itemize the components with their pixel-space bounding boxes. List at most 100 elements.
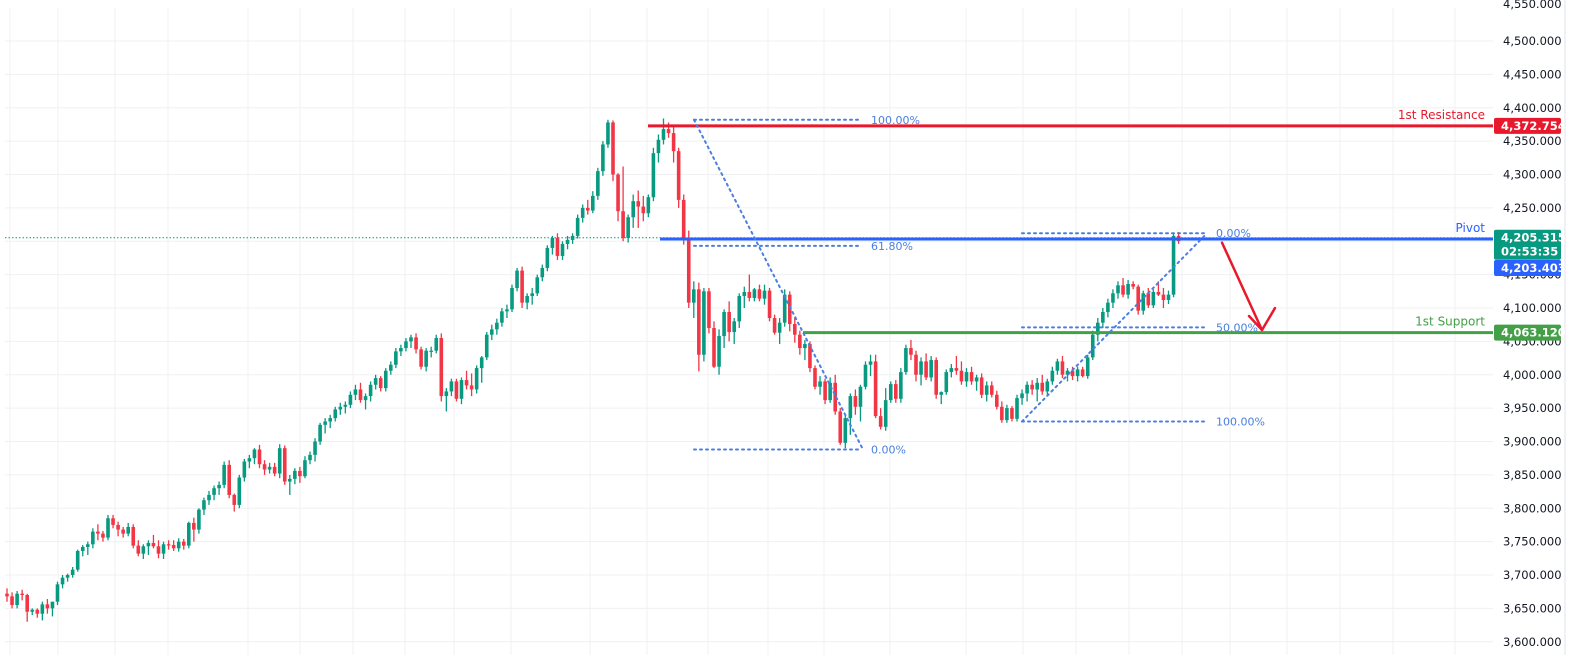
candle-up [596, 167, 600, 200]
candle-up [50, 601, 55, 617]
candle-down [25, 593, 29, 622]
candle-down [419, 346, 423, 370]
candle-down [853, 389, 858, 415]
candle-up [429, 346, 433, 358]
candle-up [222, 461, 226, 489]
candle-up [495, 318, 499, 335]
candle-up [368, 381, 373, 402]
candle-up [80, 544, 85, 557]
1st-support-price-tag: 4,063.120 [1494, 324, 1566, 341]
candle-up [267, 462, 272, 474]
candle-up [353, 384, 358, 401]
candle-down [131, 524, 136, 549]
price-axis-label: 3,650.000 [1503, 601, 1562, 615]
candle-down [909, 340, 913, 361]
candle-up [484, 332, 489, 361]
candle-up [30, 608, 35, 616]
candle-down [171, 540, 176, 551]
candle-down [272, 462, 277, 477]
candle-up [126, 522, 130, 537]
candle-up [545, 245, 550, 272]
fib-retracement-1[interactable]: 100.00% 61.80% 0.00% [693, 114, 920, 457]
candle-down [10, 592, 14, 609]
candle-down [227, 460, 231, 499]
candle-up [247, 454, 252, 469]
pivot-label: Pivot [1456, 221, 1486, 235]
grid-lines [5, 8, 1493, 655]
candle-up [626, 214, 630, 243]
candle-up [1116, 281, 1120, 299]
candle-down [636, 190, 641, 228]
fib-retracement-2[interactable]: 0.00% 50.00% 100.00% [1021, 227, 1265, 428]
candle-up [409, 334, 413, 349]
candle-up [75, 549, 80, 572]
candle-down [464, 370, 469, 390]
candle-down [298, 466, 302, 483]
candle-up [863, 361, 868, 390]
candle-up [505, 304, 509, 319]
candle-up [762, 284, 767, 305]
candle-down [676, 147, 681, 208]
down-arrow-icon[interactable] [1220, 241, 1264, 332]
candle-up [1050, 366, 1055, 385]
candle-up [964, 368, 969, 387]
fib-trend-line[interactable] [693, 118, 864, 451]
candle-down [1161, 287, 1166, 308]
horizontal-levels[interactable]: 1st Resistance Pivot 1st Support [5, 108, 1493, 335]
candle-up [1020, 389, 1024, 405]
candle-up [560, 241, 565, 260]
candle-down [793, 317, 797, 343]
candle-up [828, 377, 832, 403]
price-axis-label: 4,250.000 [1503, 201, 1562, 215]
candle-up [984, 381, 989, 402]
candle-up [1141, 290, 1146, 315]
candle-up [207, 490, 211, 505]
candle-down [934, 357, 938, 399]
candle-up [1171, 233, 1176, 298]
candle-down [873, 354, 878, 419]
candle-down [1060, 356, 1065, 379]
candle-up [187, 521, 191, 549]
candle-up [217, 481, 221, 495]
candle-down [671, 126, 676, 163]
candle-up [888, 381, 893, 403]
candle-up [843, 414, 848, 449]
price-axis-label: 4,500.000 [1503, 34, 1562, 48]
candle-up [434, 334, 439, 354]
candle-down [747, 274, 752, 302]
candle-down [257, 444, 262, 469]
candle-up [1166, 290, 1171, 304]
candle-up [424, 348, 428, 372]
candle-down [707, 287, 711, 334]
candle-up [722, 309, 726, 349]
candle-up [308, 451, 312, 465]
fib-retracement-tools[interactable]: 100.00% 61.80% 0.00% 0.00% 50.00% 100.00% [693, 114, 1265, 457]
candle-up [86, 541, 90, 555]
fib-level-label: 0.00% [1216, 227, 1251, 240]
price-axis-label: 4,450.000 [1503, 67, 1562, 81]
fib-level-label: 100.00% [1216, 415, 1265, 428]
candle-down [1080, 366, 1085, 378]
candle-down [969, 366, 974, 385]
candle-down [111, 514, 115, 529]
candle-up [868, 354, 873, 377]
price-axis-label: 4,350.000 [1503, 134, 1562, 148]
fib-level-label: 100.00% [871, 114, 920, 127]
candle-up [858, 384, 863, 422]
candle-up [65, 573, 70, 582]
projection-arrow[interactable] [1220, 241, 1277, 332]
candle-up [974, 374, 979, 391]
candle-down [378, 376, 383, 392]
candle-down [894, 380, 898, 403]
price-axis-label: 3,600.000 [1503, 635, 1562, 649]
candle-up [70, 566, 75, 578]
candle-down [35, 608, 40, 618]
candle-up [399, 344, 403, 357]
candle-down [954, 356, 959, 375]
candle-down [414, 333, 418, 354]
candle-up [702, 287, 706, 362]
candle-up [646, 194, 651, 218]
candle-down [232, 493, 237, 512]
